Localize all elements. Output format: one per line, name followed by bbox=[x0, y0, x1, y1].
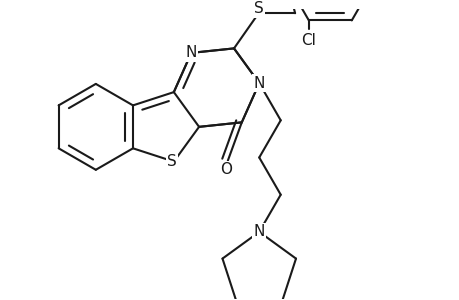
Text: S: S bbox=[253, 2, 263, 16]
Text: O: O bbox=[219, 162, 231, 177]
Text: Cl: Cl bbox=[301, 33, 316, 48]
Text: N: N bbox=[185, 45, 196, 60]
Text: N: N bbox=[253, 224, 264, 239]
Text: S: S bbox=[167, 154, 176, 169]
Text: N: N bbox=[253, 76, 264, 91]
